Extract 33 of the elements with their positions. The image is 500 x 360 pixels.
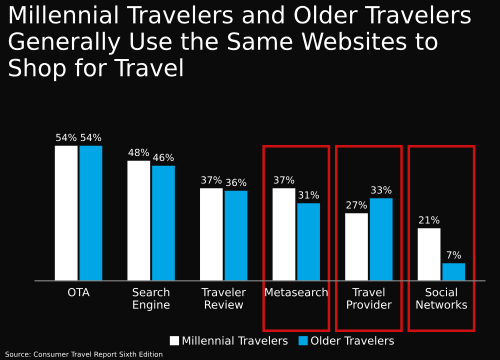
bar: [370, 198, 393, 281]
bar: [200, 188, 223, 281]
data-label: 46%: [153, 154, 174, 162]
bar: [442, 263, 466, 281]
data-label: 33%: [371, 186, 392, 194]
x-tick-label: Travel Provider: [347, 288, 392, 309]
bar: [224, 190, 248, 281]
data-label: 54%: [56, 134, 76, 142]
legend-label: Older Travelers: [311, 336, 394, 345]
x-tick-label: OTA: [68, 288, 90, 296]
legend-label: Millennial Travelers: [182, 336, 288, 345]
chart-title: Millennial Travelers and Older Travelers Generally Use the Same Websites to Shop for Travel: [8, 5, 471, 82]
x-tick-label: Traveler Review: [201, 288, 246, 309]
data-label: 37%: [274, 176, 294, 184]
bar: [345, 213, 368, 281]
bar: [152, 166, 175, 281]
bar: [418, 228, 440, 281]
data-label: 36%: [226, 178, 246, 186]
x-tick-label: Social Networks: [416, 288, 467, 309]
data-label: 48%: [128, 148, 150, 156]
data-label: 7%: [446, 251, 461, 259]
bar: [297, 203, 320, 281]
data-label: 27%: [346, 201, 367, 209]
data-label: 31%: [298, 191, 319, 199]
bar: [54, 146, 78, 281]
data-label: 21%: [419, 216, 440, 224]
x-tick-label: Metasearch: [265, 288, 328, 296]
bar: [127, 160, 150, 281]
data-label: 37%: [201, 176, 222, 184]
data-label: 54%: [80, 134, 102, 142]
bar: [80, 146, 102, 281]
x-tick-label: Search Engine: [132, 288, 170, 311]
bar: [272, 188, 296, 281]
